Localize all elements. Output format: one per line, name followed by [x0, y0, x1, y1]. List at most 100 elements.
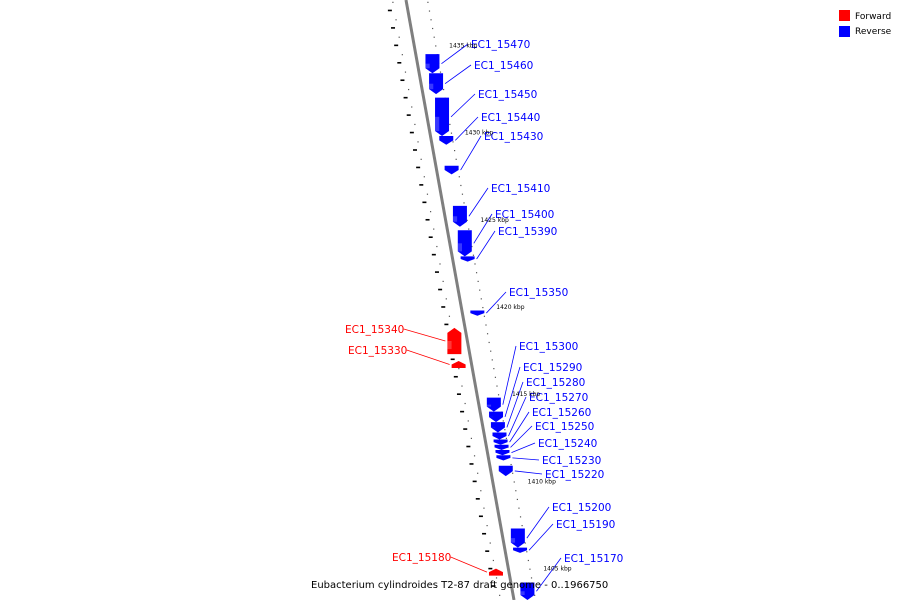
- gene-arrow[interactable]: [490, 422, 505, 433]
- gene-arrow[interactable]: [496, 455, 511, 461]
- gene-label[interactable]: EC1_15270: [529, 392, 588, 404]
- gene-ec1-15230[interactable]: EC1_15230: [496, 455, 601, 467]
- gene-ec1-15350[interactable]: EC1_15350: [470, 287, 568, 316]
- minor-tick: [454, 150, 456, 152]
- legend-label-reverse: Reverse: [855, 27, 892, 37]
- gene-label[interactable]: EC1_15290: [523, 362, 582, 374]
- gene-features: EC1_15470 EC1_15460 EC1_15450 EC1_15440 EC1_…: [345, 39, 623, 600]
- gene-ec1-15200[interactable]: EC1_15200: [510, 502, 611, 548]
- gene-arrow[interactable]: [429, 73, 444, 95]
- gene-leader-line: [476, 230, 496, 260]
- minor-tick: [458, 176, 460, 178]
- minor-tick: [458, 368, 460, 370]
- gene-leader-line: [504, 366, 521, 417]
- gene-arrow[interactable]: [488, 568, 503, 576]
- gene-ec1-15450[interactable]: EC1_15450: [435, 89, 537, 137]
- gene-ec1-15330[interactable]: EC1_15330: [348, 345, 466, 369]
- gene-arrow[interactable]: [513, 547, 528, 553]
- gene-ec1-15400[interactable]: EC1_15400: [457, 209, 555, 257]
- gene-arrow[interactable]: [492, 432, 507, 440]
- gene-label[interactable]: EC1_15470: [471, 39, 530, 51]
- gene-arrow[interactable]: [451, 361, 466, 369]
- gene-arrow[interactable]: [435, 97, 450, 137]
- minor-tick: [521, 525, 523, 527]
- gene-label[interactable]: EC1_15230: [542, 455, 601, 467]
- gene-arrow[interactable]: [444, 165, 459, 175]
- gene-arrow[interactable]: [457, 230, 472, 257]
- minor-tick: [401, 54, 403, 56]
- gene-label[interactable]: EC1_15450: [478, 89, 537, 101]
- gene-ec1-15250[interactable]: EC1_15250: [494, 421, 595, 450]
- gene-label[interactable]: EC1_15400: [495, 209, 554, 221]
- kbp-tick-label: 1430 kbp: [465, 130, 493, 137]
- gene-arrow-shade: [510, 538, 516, 543]
- gene-ec1-15240[interactable]: EC1_15240: [495, 438, 597, 456]
- minor-tick: [428, 10, 431, 12]
- gene-ec1-15410[interactable]: EC1_15410: [452, 183, 550, 227]
- gene-arrow[interactable]: [486, 397, 501, 412]
- gene-ec1-15470[interactable]: EC1_15470: [425, 39, 530, 74]
- gene-label[interactable]: EC1_15240: [538, 438, 597, 450]
- gene-label[interactable]: EC1_15280: [526, 377, 585, 389]
- gene-label[interactable]: EC1_15430: [484, 131, 543, 143]
- gene-arrow[interactable]: [498, 465, 513, 477]
- gene-label[interactable]: EC1_15330: [348, 345, 407, 357]
- gene-label[interactable]: EC1_15180: [392, 552, 451, 564]
- gene-label[interactable]: EC1_15410: [491, 183, 550, 195]
- minor-tick: [450, 132, 453, 134]
- gene-arrow[interactable]: [493, 439, 508, 445]
- gene-leader-line: [450, 556, 488, 573]
- minor-tick: [513, 481, 515, 483]
- map-caption: Eubacterium cylindroides T2-87 draft gen…: [311, 580, 608, 591]
- gene-ec1-15430[interactable]: EC1_15430: [444, 131, 544, 175]
- minor-tick: [477, 472, 479, 474]
- gene-arrow[interactable]: [489, 411, 504, 423]
- gene-arrow[interactable]: [495, 450, 510, 456]
- gene-label[interactable]: EC1_15200: [552, 502, 611, 514]
- gene-ec1-15170[interactable]: EC1_15170: [520, 553, 623, 600]
- gene-ec1-15340[interactable]: EC1_15340: [345, 324, 462, 355]
- minor-tick: [527, 559, 529, 562]
- gene-label[interactable]: EC1_15300: [519, 341, 578, 353]
- gene-ec1-15270[interactable]: EC1_15270: [492, 392, 588, 440]
- gene-arrow[interactable]: [470, 310, 485, 316]
- gene-ec1-15190[interactable]: EC1_15190: [513, 519, 615, 553]
- gene-ec1-15280[interactable]: EC1_15280: [490, 377, 585, 433]
- minor-tick: [433, 228, 435, 230]
- gene-arrow[interactable]: [510, 528, 525, 548]
- gene-label[interactable]: EC1_15170: [564, 553, 623, 565]
- gene-label[interactable]: EC1_15440: [481, 112, 540, 124]
- gene-ec1-15300[interactable]: EC1_15300: [486, 341, 578, 412]
- gene-label[interactable]: EC1_15250: [535, 421, 594, 433]
- gene-arrow[interactable]: [425, 54, 440, 74]
- minor-tick: [455, 158, 457, 160]
- gene-arrow[interactable]: [452, 205, 467, 227]
- minor-tick: [443, 88, 445, 91]
- gene-leader-line: [526, 506, 550, 539]
- gene-label[interactable]: EC1_15350: [509, 287, 568, 299]
- gene-ec1-15180[interactable]: EC1_15180: [392, 552, 503, 576]
- gene-label[interactable]: EC1_15220: [545, 469, 604, 481]
- gene-leader-line: [512, 457, 540, 461]
- gene-label[interactable]: EC1_15390: [498, 226, 557, 238]
- gene-label[interactable]: EC1_15190: [556, 519, 615, 531]
- gene-arrow[interactable]: [494, 444, 509, 450]
- gene-leader-line: [460, 135, 482, 171]
- gene-label[interactable]: EC1_15260: [532, 407, 591, 419]
- gene-arrow[interactable]: [520, 582, 535, 600]
- gene-label[interactable]: EC1_15340: [345, 324, 404, 336]
- kbp-tick-label: 1420 kbp: [496, 304, 524, 311]
- gene-ec1-15440[interactable]: EC1_15440: [439, 112, 540, 145]
- gene-arrow[interactable]: [460, 256, 475, 262]
- gene-ec1-15220[interactable]: EC1_15220: [498, 465, 605, 481]
- kbp-tick-labels: 1435 kbp 1430 kbp 1425 kbp 1420 kbp 1415 kbp…: [449, 42, 572, 572]
- minor-tick: [499, 594, 501, 596]
- gene-ec1-15460[interactable]: EC1_15460: [429, 60, 533, 95]
- gene-label[interactable]: EC1_15460: [474, 60, 533, 72]
- gene-arrow[interactable]: [439, 136, 454, 145]
- gene-ec1-15290[interactable]: EC1_15290: [489, 362, 582, 423]
- gene-ec1-15260[interactable]: EC1_15260: [493, 407, 592, 445]
- gene-ec1-15390[interactable]: EC1_15390: [460, 226, 558, 262]
- gene-arrow[interactable]: [447, 327, 462, 355]
